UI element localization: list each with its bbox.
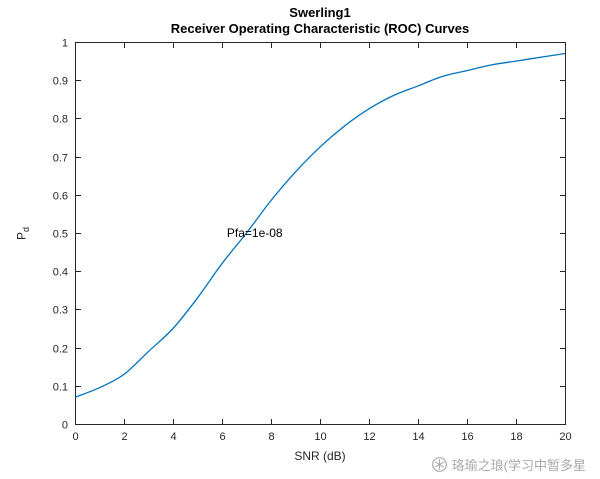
curve-annotation: Pfa=1e-08: [226, 226, 283, 240]
watermark: 珞瑜之琅(学习中暂多星: [431, 455, 586, 474]
y-tick-label: 0.8: [53, 114, 68, 126]
x-tick-label: 18: [510, 431, 522, 443]
x-tick-label: 2: [121, 431, 127, 443]
plot-box: [75, 42, 566, 425]
y-tick-label: 0.5: [53, 229, 68, 241]
y-tick-label: 0.7: [53, 153, 68, 165]
y-tick-label: 0.6: [53, 191, 68, 203]
x-tick-label: 16: [461, 431, 473, 443]
x-tick-label: 8: [268, 431, 274, 443]
y-tick-label: 0.9: [53, 76, 68, 88]
x-tick-label: 20: [559, 431, 571, 443]
y-tick-label: 0: [62, 420, 68, 432]
roc-curve: [74, 52, 566, 398]
y-axis-label-sub: d: [20, 226, 31, 232]
flower-logo-icon: [431, 456, 448, 473]
x-tick-label: 12: [363, 431, 375, 443]
y-tick-label: 0.4: [53, 267, 68, 279]
y-tick-label: 1: [62, 38, 68, 50]
chart-title: Swerling1 Receiver Operating Characteris…: [75, 5, 565, 37]
x-tick-label: 6: [219, 431, 225, 443]
x-tick-label: 14: [412, 431, 424, 443]
y-axis-label-main: P: [14, 232, 29, 241]
y-tick-label: 0.3: [53, 305, 68, 317]
y-tick-label: 0.1: [53, 382, 68, 394]
x-axis-label: SNR (dB): [294, 449, 346, 463]
watermark-text: 珞瑜之琅(学习中暂多星: [451, 458, 586, 473]
y-axis-label: Pd: [14, 214, 31, 254]
y-tick-label: 0.2: [53, 344, 68, 356]
x-tick-label: 0: [72, 431, 78, 443]
chart-title-line1: Swerling1: [289, 5, 351, 20]
chart-title-line2: Receiver Operating Characteristic (ROC) …: [170, 21, 470, 36]
x-tick-label: 10: [314, 431, 326, 443]
x-tick-label: 4: [170, 431, 176, 443]
